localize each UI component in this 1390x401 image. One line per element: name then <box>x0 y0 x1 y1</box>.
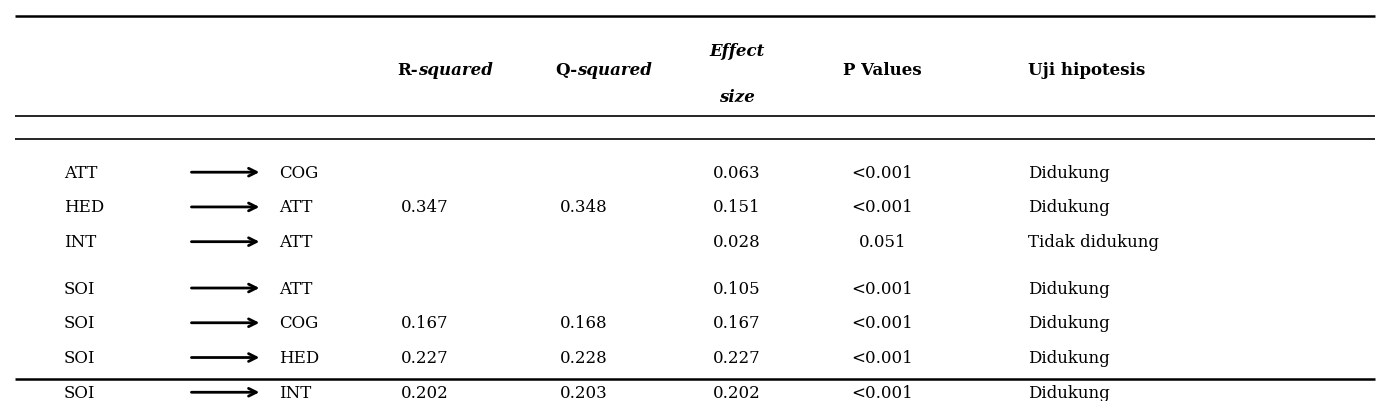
Text: 0.151: 0.151 <box>713 199 760 216</box>
Text: Tidak didukung: Tidak didukung <box>1029 234 1159 251</box>
Text: Uji hipotesis: Uji hipotesis <box>1029 62 1145 79</box>
Text: <0.001: <0.001 <box>852 349 913 366</box>
Text: <0.001: <0.001 <box>852 280 913 297</box>
Text: 0.028: 0.028 <box>713 234 760 251</box>
Text: HED: HED <box>64 199 104 216</box>
Text: 0.063: 0.063 <box>713 164 760 181</box>
Text: ATT: ATT <box>279 199 313 216</box>
Text: INT: INT <box>279 384 311 401</box>
Text: COG: COG <box>279 164 318 181</box>
Text: SOI: SOI <box>64 349 96 366</box>
Text: Effect: Effect <box>709 43 764 60</box>
Text: 0.348: 0.348 <box>560 199 607 216</box>
Text: Didukung: Didukung <box>1029 280 1109 297</box>
Text: 0.167: 0.167 <box>713 314 760 332</box>
Text: SOI: SOI <box>64 280 96 297</box>
Text: <0.001: <0.001 <box>852 199 913 216</box>
Text: 0.228: 0.228 <box>560 349 607 366</box>
Text: size: size <box>719 89 755 106</box>
Text: 0.051: 0.051 <box>859 234 906 251</box>
Text: squared: squared <box>417 62 492 79</box>
Text: 0.168: 0.168 <box>560 314 607 332</box>
Text: INT: INT <box>64 234 96 251</box>
Text: 0.202: 0.202 <box>400 384 449 401</box>
Text: Didukung: Didukung <box>1029 199 1109 216</box>
Text: COG: COG <box>279 314 318 332</box>
Text: 0.227: 0.227 <box>713 349 760 366</box>
Text: P Values: P Values <box>842 62 922 79</box>
Text: Q-: Q- <box>555 62 577 79</box>
Text: ATT: ATT <box>279 280 313 297</box>
Text: Didukung: Didukung <box>1029 384 1109 401</box>
Text: R-: R- <box>398 62 417 79</box>
Text: 0.105: 0.105 <box>713 280 760 297</box>
Text: 0.167: 0.167 <box>400 314 449 332</box>
Text: ATT: ATT <box>279 234 313 251</box>
Text: squared: squared <box>577 62 652 79</box>
Text: 0.347: 0.347 <box>400 199 449 216</box>
Text: 0.203: 0.203 <box>560 384 607 401</box>
Text: <0.001: <0.001 <box>852 384 913 401</box>
Text: HED: HED <box>279 349 320 366</box>
Text: ATT: ATT <box>64 164 97 181</box>
Text: Didukung: Didukung <box>1029 349 1109 366</box>
Text: 0.227: 0.227 <box>400 349 449 366</box>
Text: SOI: SOI <box>64 384 96 401</box>
Text: <0.001: <0.001 <box>852 164 913 181</box>
Text: Didukung: Didukung <box>1029 164 1109 181</box>
Text: 0.202: 0.202 <box>713 384 760 401</box>
Text: SOI: SOI <box>64 314 96 332</box>
Text: <0.001: <0.001 <box>852 314 913 332</box>
Text: Didukung: Didukung <box>1029 314 1109 332</box>
